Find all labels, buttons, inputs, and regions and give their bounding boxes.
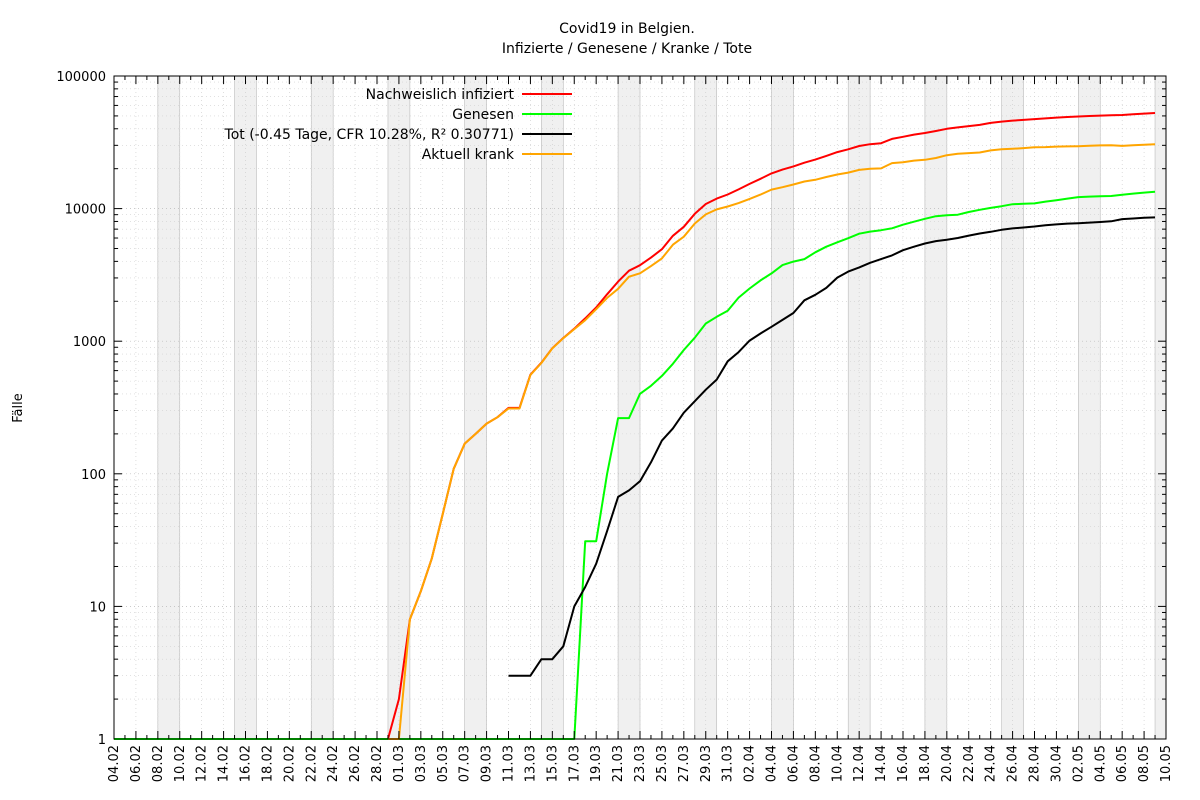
weekend-band [924,75,948,740]
x-tick-label: 12.04 [852,745,867,782]
weekend-band [694,75,718,740]
x-tick-label: 28.04 [1028,745,1043,782]
legend-entry-label: Nachweislich infiziert [366,87,515,103]
x-tick-label: 24.02 [326,745,341,782]
x-tick-label: 17.03 [567,745,582,782]
y-tick-label: 10000 [65,203,106,218]
x-tick-label: 08.05 [1137,745,1152,782]
legend-entry-label: Genesen [452,107,514,123]
y-tick-label: 100 [81,468,106,483]
x-tick-label: 14.04 [874,745,889,782]
weekend-band [157,75,181,740]
y-tick-label: 10 [89,600,106,615]
x-tick-label: 26.04 [1006,745,1021,782]
x-tick-label: 22.04 [962,745,977,782]
weekend-band [847,75,871,740]
series-line [508,216,1156,677]
chart-title: Covid19 in Belgien. [559,21,695,37]
x-tick-label: 10.04 [830,745,845,782]
chart-subtitle: Infizierte / Genesene / Kranke / Tote [502,41,752,57]
x-tick-label: 18.04 [918,745,933,782]
legend-entry-label: Aktuell krank [422,147,515,163]
x-tick-label: 03.03 [414,745,429,782]
x-tick-label: 19.03 [589,745,604,782]
weekend-band [617,75,641,740]
x-tick-label: 05.03 [436,745,451,782]
series-line [388,143,1156,740]
x-tick-label: 22.02 [304,745,319,782]
legend-entry-label: Tot (-0.45 Tage, CFR 10.28%, R² 0.30771) [224,127,514,143]
x-tick-label: 06.05 [1115,745,1130,782]
x-tick-label: 14.02 [217,745,232,782]
weekend-band [1078,75,1101,740]
x-tick-label: 30.04 [1049,745,1064,782]
x-tick-label: 08.04 [808,745,823,782]
x-tick-label: 18.02 [260,745,275,782]
weekend-band [310,75,334,740]
x-tick-label: 04.02 [107,745,122,782]
x-tick-label: 20.02 [282,745,297,782]
x-tick-label: 16.04 [896,745,911,782]
x-tick-label: 26.02 [348,745,363,782]
x-tick-label: 10.02 [173,745,188,782]
series-lines [114,112,1156,740]
series-line [114,190,1156,740]
x-tick-label: 09.03 [480,745,495,782]
x-tick-label: 28.02 [370,745,385,782]
legend: Nachweislich infiziert Genesen Tot (-0.45 … [224,87,572,163]
weekend-band [541,75,564,740]
x-tick-label: 10.05 [1159,745,1174,782]
x-tick-label: 06.02 [129,745,144,782]
weekend-band [234,75,257,740]
x-tick-label: 21.03 [611,745,626,782]
x-tick-label: 13.03 [523,745,538,782]
x-tick-label: 25.03 [655,745,670,782]
x-tick-label: 08.02 [151,745,166,782]
x-tick-label: 07.03 [458,745,473,782]
x-tick-label: 01.03 [392,745,407,782]
x-tick-label: 27.03 [677,745,692,782]
x-tick-label: 12.02 [195,745,210,782]
x-tick-label: 29.03 [699,745,714,782]
x-tick-label: 31.03 [721,745,736,782]
x-tick-label: 06.04 [786,745,801,782]
axis-ticks: 04.02 06.02 08.02 10.02 12.02 14.02 16.02 18.02… [56,70,1174,782]
x-tick-label: 20.04 [940,745,955,782]
weekend-band [1154,75,1167,740]
weekend-band [464,75,487,740]
x-tick-label: 15.03 [545,745,560,782]
x-tick-label: 11.03 [502,745,517,782]
weekend-band [771,75,794,740]
grid-lines [113,76,1167,739]
x-tick-label: 04.05 [1093,745,1108,782]
y-tick-label: 100000 [56,70,106,85]
x-tick-label: 04.04 [765,745,780,782]
y-tick-label: 1 [98,733,106,748]
y-tick-label: 1000 [73,335,106,350]
y-axis-label: Fälle [11,393,26,422]
x-tick-label: 23.03 [633,745,648,782]
x-tick-label: 02.04 [743,745,758,782]
x-tick-label: 24.04 [984,745,999,782]
x-tick-label: 02.05 [1071,745,1086,782]
weekend-shading [157,75,1167,740]
weekend-band [1001,75,1024,740]
x-tick-label: 16.02 [239,745,254,782]
